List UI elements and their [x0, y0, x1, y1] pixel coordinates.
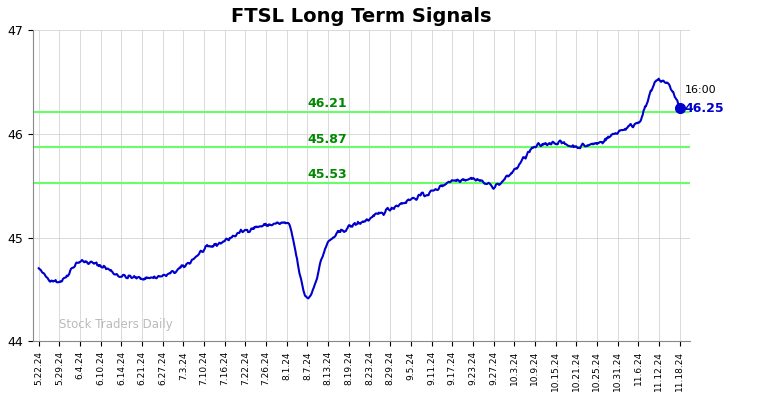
Text: 46.25: 46.25 [684, 101, 724, 115]
Text: 16:00: 16:00 [684, 86, 717, 96]
Text: Stock Traders Daily: Stock Traders Daily [60, 318, 173, 331]
Text: 46.21: 46.21 [307, 98, 347, 110]
Text: 45.87: 45.87 [307, 133, 347, 146]
Title: FTSL Long Term Signals: FTSL Long Term Signals [231, 7, 492, 26]
Text: 45.53: 45.53 [307, 168, 347, 181]
